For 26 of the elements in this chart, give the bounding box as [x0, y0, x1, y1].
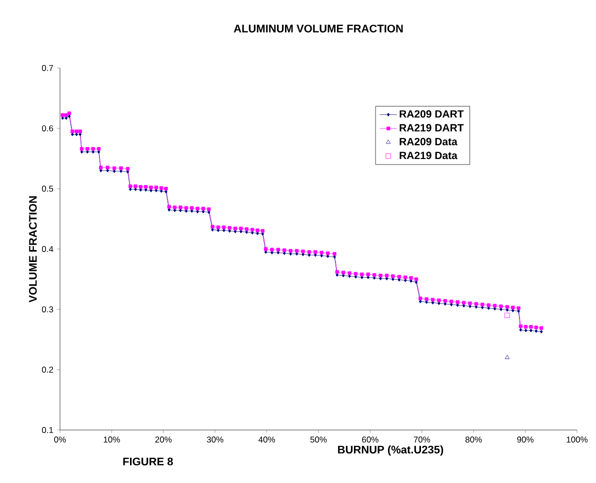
x-tick-label: 40%	[258, 436, 276, 443]
x-tick-label: 70%	[414, 436, 430, 443]
y-tick-label: 0.2	[42, 366, 54, 373]
y-tick-label: 0.7	[42, 64, 54, 72]
x-tick-label: 100%	[566, 436, 588, 443]
x-axis-title: BURNUP (%at.U235)	[338, 445, 444, 456]
x-tick-label: 50%	[310, 436, 327, 443]
y-tick-label: 0.5	[42, 186, 54, 192]
x-tick-label: 20%	[155, 436, 172, 443]
y-tick-label: 0.6	[42, 125, 54, 132]
legend-label: RA209 Data	[400, 138, 458, 146]
legend-label: RA219 DART	[400, 124, 464, 132]
legend-label: RA209 DART	[400, 110, 464, 118]
y-axis-title: VOLUME FRACTION	[29, 196, 37, 302]
x-tick-label: 60%	[362, 436, 378, 443]
y-tick-label: 0.3	[42, 306, 54, 312]
x-tick-label: 30%	[206, 436, 224, 443]
x-tick-label: 80%	[465, 436, 482, 443]
caption: FIGURE 8	[123, 458, 173, 466]
chart-title: ALUMINUM VOLUME FRACTION	[234, 24, 403, 32]
legend-label: RA219 Data	[400, 152, 458, 160]
x-tick-label: 90%	[517, 436, 534, 443]
y-tick-label: 0.4	[42, 246, 54, 252]
x-tick-label: 0%	[54, 436, 66, 443]
y-tick-label: 0.1	[42, 426, 54, 434]
x-tick-label: 10%	[104, 436, 120, 443]
